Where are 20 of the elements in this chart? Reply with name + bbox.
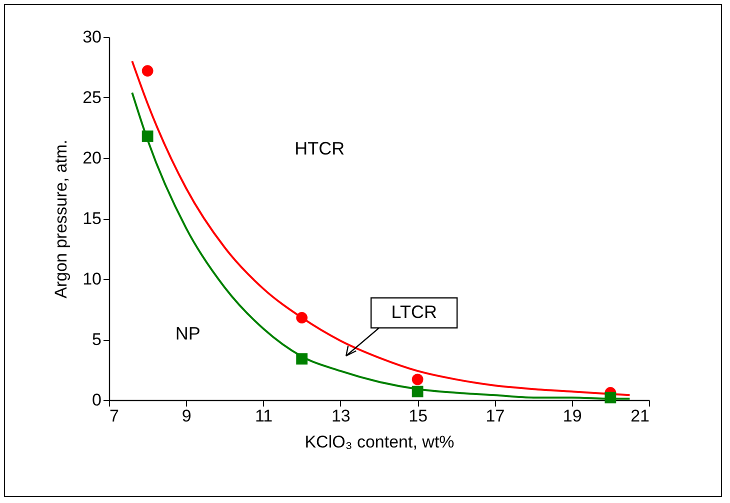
- y-tick-label: 30: [82, 28, 102, 46]
- y-tick-label: 15: [82, 209, 102, 228]
- y-tick-label: 20: [82, 148, 102, 168]
- x-tick-label: 19: [562, 406, 582, 426]
- x-tick-label: 21: [630, 406, 650, 426]
- y-axis-title: Argon pressure, atm.: [52, 140, 71, 298]
- y-tick-label: 0: [92, 390, 102, 410]
- x-tick-label: 9: [182, 406, 192, 426]
- annotation: HTCR: [294, 138, 345, 159]
- x-tick-label: 17: [486, 406, 505, 426]
- y-tick-label: 10: [82, 270, 102, 288]
- y-tick-label: 5: [92, 330, 102, 349]
- annotation: LTCR: [391, 302, 437, 322]
- x-axis-title: KClO₃ content, wt%: [304, 432, 454, 452]
- y-tick-label: 25: [82, 88, 102, 107]
- annotation: NP: [175, 324, 200, 344]
- x-tick-label: 7: [110, 406, 119, 426]
- x-tick-label: 15: [408, 406, 428, 426]
- x-tick-label: 13: [331, 406, 350, 426]
- x-tick-label: 11: [254, 406, 273, 426]
